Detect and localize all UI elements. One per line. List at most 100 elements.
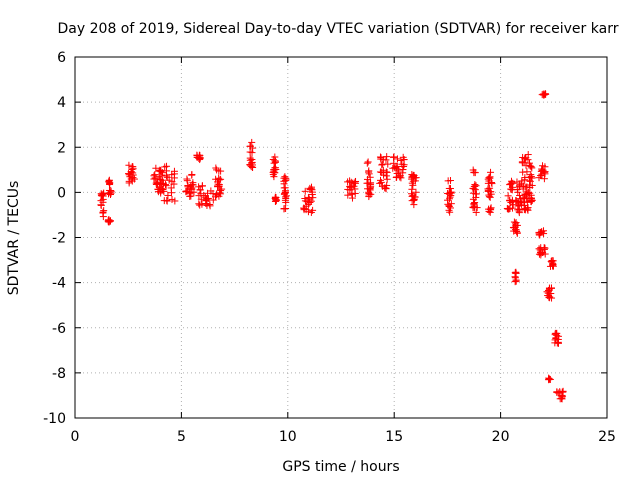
data-point [305,200,313,208]
data-point [282,204,290,212]
data-point [305,195,313,203]
data-point [525,173,533,181]
data-point [309,194,317,202]
data-point [364,185,372,193]
data-point [99,209,107,217]
data-point [304,208,312,216]
data-point [212,164,220,172]
data-point [170,180,178,188]
data-point [363,179,371,187]
data-point [521,205,529,213]
data-point [408,170,416,178]
data-point [125,161,133,169]
data-point [527,195,535,203]
data-point [504,192,512,200]
data-point [281,196,289,204]
data-point [195,183,203,191]
data-point [472,208,480,216]
x-tick-label: 25 [598,429,616,445]
data-point [558,393,566,401]
data-point [105,186,113,194]
data-point [215,192,223,200]
data-point [159,180,167,188]
data-point [383,175,391,183]
data-point [150,172,158,180]
data-point [271,193,279,201]
data-point [523,198,531,206]
data-point [446,193,454,201]
data-point [541,244,549,252]
data-point [392,163,400,171]
data-point [197,190,205,198]
data-point [215,167,223,175]
data-point [203,195,211,203]
data-point [544,286,552,294]
data-point [383,153,391,161]
data-point [485,193,493,201]
data-point [188,181,196,189]
data-point [309,206,317,214]
data-point [512,219,520,227]
data-point [469,204,477,212]
data-point [281,188,289,196]
data-point [471,181,479,189]
chart-title: Day 208 of 2019, Sidereal Day-to-day VTE… [58,21,619,37]
data-point [206,202,214,210]
y-tick-label: -10 [43,411,66,427]
data-point [157,189,165,197]
data-point [202,200,210,208]
data-point [378,168,386,176]
data-point [165,176,173,184]
data-point [186,192,194,200]
data-point [535,231,543,239]
data-point [196,151,204,159]
data-point [300,204,308,212]
data-point [412,188,420,196]
data-point [301,187,309,195]
data-point [447,192,455,200]
data-point [382,185,390,193]
data-point [126,173,134,181]
data-point [527,163,535,171]
data-point [548,294,556,302]
data-point [202,196,210,204]
data-point [537,248,545,256]
data-point [382,156,390,164]
data-point [390,153,398,161]
data-point [504,205,512,213]
data-point [272,165,280,173]
data-point [524,156,532,164]
data-point [363,159,371,167]
data-point [105,216,113,224]
data-point [540,91,548,99]
data-point [365,168,373,176]
data-point [551,329,559,337]
data-point [280,174,288,182]
data-point [376,179,384,187]
y-tick-label: -4 [52,276,66,292]
data-point [347,182,355,190]
data-point [248,138,256,146]
data-point [151,171,159,179]
data-point [212,175,220,183]
data-point [399,169,407,177]
data-point [484,175,492,183]
data-point [509,179,517,187]
x-axis-label: GPS time / hours [282,459,399,475]
data-point [130,175,138,183]
data-point [215,174,223,182]
data-point [272,196,280,204]
data-point [545,376,553,384]
data-point [551,339,559,347]
data-point [513,229,521,237]
data-point [344,178,352,186]
data-point [511,222,519,230]
data-point [106,181,114,189]
data-point [348,190,356,198]
data-point [281,173,289,181]
data-point [411,177,419,185]
data-point [188,170,196,178]
data-point [195,153,203,161]
data-point [351,189,359,197]
